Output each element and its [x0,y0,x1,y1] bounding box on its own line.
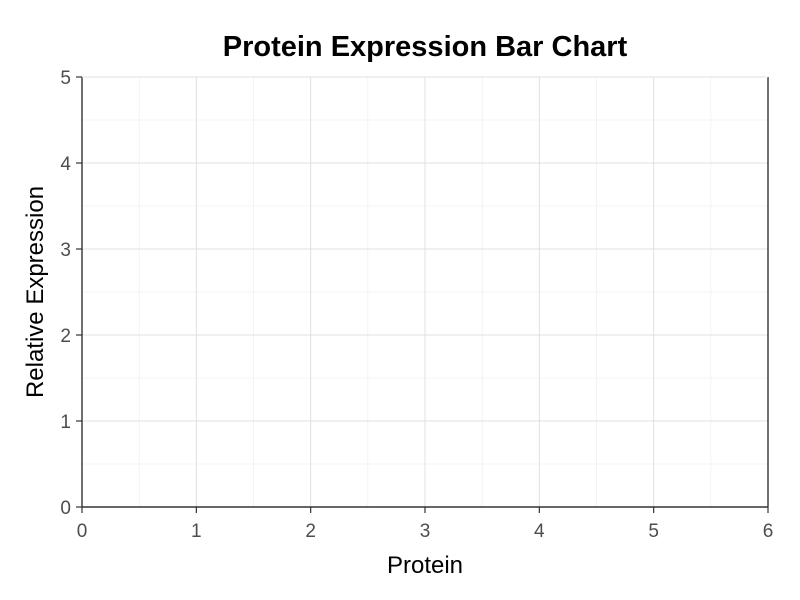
x-tick-label: 4 [534,521,545,542]
y-tick-label: 1 [60,412,71,433]
x-tick-label: 3 [420,521,431,542]
y-tick-label: 0 [60,498,71,519]
x-tick-label: 2 [305,521,316,542]
x-axis-label: Protein [387,552,463,579]
x-tick-label: 5 [648,521,659,542]
x-axis-ticks: 0 1 2 3 4 5 6 [77,507,774,542]
y-axis-label: Relative Expression [22,186,49,398]
y-tick-label: 5 [60,68,71,89]
chart-title: Protein Expression Bar Chart [223,31,628,63]
x-tick-label: 0 [77,521,88,542]
y-tick-label: 2 [60,326,71,347]
x-tick-label: 1 [191,521,202,542]
y-axis-ticks: 0 1 2 3 4 5 [60,68,82,519]
y-tick-label: 4 [60,154,71,175]
x-tick-label: 6 [763,521,774,542]
grid-lines [81,76,769,508]
y-tick-label: 3 [60,240,71,261]
